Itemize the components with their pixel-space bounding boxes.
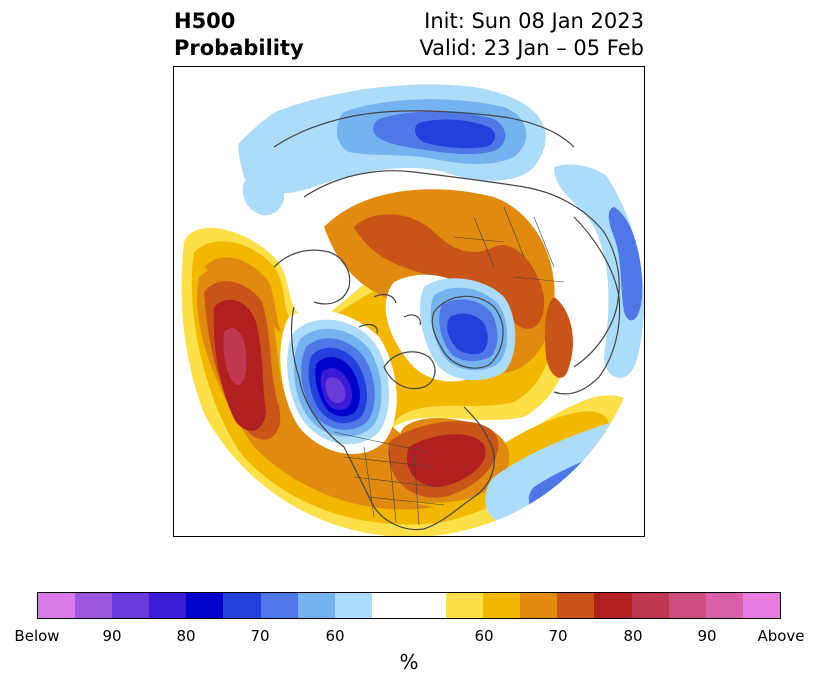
coastline-alaska [273,249,351,305]
political-borders [333,206,565,526]
colorbar-label: Above [757,627,805,645]
border-us-canada [333,431,430,453]
chart-dates: Init: Sun 08 Jan 2023 Valid: 23 Jan – 05… [419,8,644,62]
colorbar [37,592,781,619]
colorbar-segment [483,593,521,618]
above-85-region [223,328,247,386]
colorbar-segment [260,593,298,618]
colorbar-segment [446,593,484,618]
below-75-greenland [447,313,488,355]
colorbar-segment [334,593,372,618]
colorbar-label: 60 [474,627,494,645]
colorbar-label: 70 [548,627,568,645]
colorbar-label: 60 [325,627,345,645]
colorbar-label: 80 [623,627,643,645]
below-90-west [325,377,346,404]
title-variable: H500 [174,9,236,33]
colorbar-segment [371,593,409,618]
above-75-siberia [544,297,574,378]
probability-map [173,66,645,537]
map-svg [181,84,644,536]
below-75-north [414,119,496,149]
probability-fields [181,84,644,536]
colorbar-segment [520,593,558,618]
colorbar-segment [408,593,447,618]
colorbar-segment [223,593,261,618]
colorbar-labels: Below 90 80 70 60 60 70 80 90 Above [0,627,819,647]
coastline-greenland [431,295,504,369]
above-80-east [407,434,486,487]
colorbar-segment [557,593,595,618]
colorbar-segment [668,593,706,618]
below-60-pacific-small [242,176,285,216]
colorbar-segment [75,593,113,618]
colorbar-segment [149,593,187,618]
colorbar-segment [112,593,150,618]
coastline-islands [358,293,421,334]
colorbar-segment [594,593,632,618]
colorbar-segment [705,593,743,618]
coastline-asia-east [273,110,575,148]
chart-title: H500 Probability [174,8,304,62]
coastline-north-america [290,306,495,531]
coastline-hudson-bay [383,351,436,390]
init-date: Init: Sun 08 Jan 2023 [424,9,644,33]
colorbar-label: Below [14,627,60,645]
below-60-europe [554,164,644,378]
colorbar-segment [38,593,76,618]
border-eurasia [453,206,565,283]
colorbar-label: 90 [697,627,717,645]
title-product: Probability [174,36,304,60]
colorbar-label: 90 [102,627,122,645]
colorbar-segment [742,593,780,618]
coastlines [273,110,621,531]
coastline-eurasia [303,170,620,368]
colorbar-unit: % [399,650,419,674]
valid-range: Valid: 23 Jan – 05 Feb [419,36,644,60]
border-us-states [343,446,445,526]
colorbar-segment [631,593,669,618]
coastline-europe [553,216,621,395]
below-70-europe [608,207,643,321]
colorbar-segment [297,593,335,618]
colorbar-segment [186,593,224,618]
colorbar-label: 70 [250,627,270,645]
colorbar-label: 80 [176,627,196,645]
